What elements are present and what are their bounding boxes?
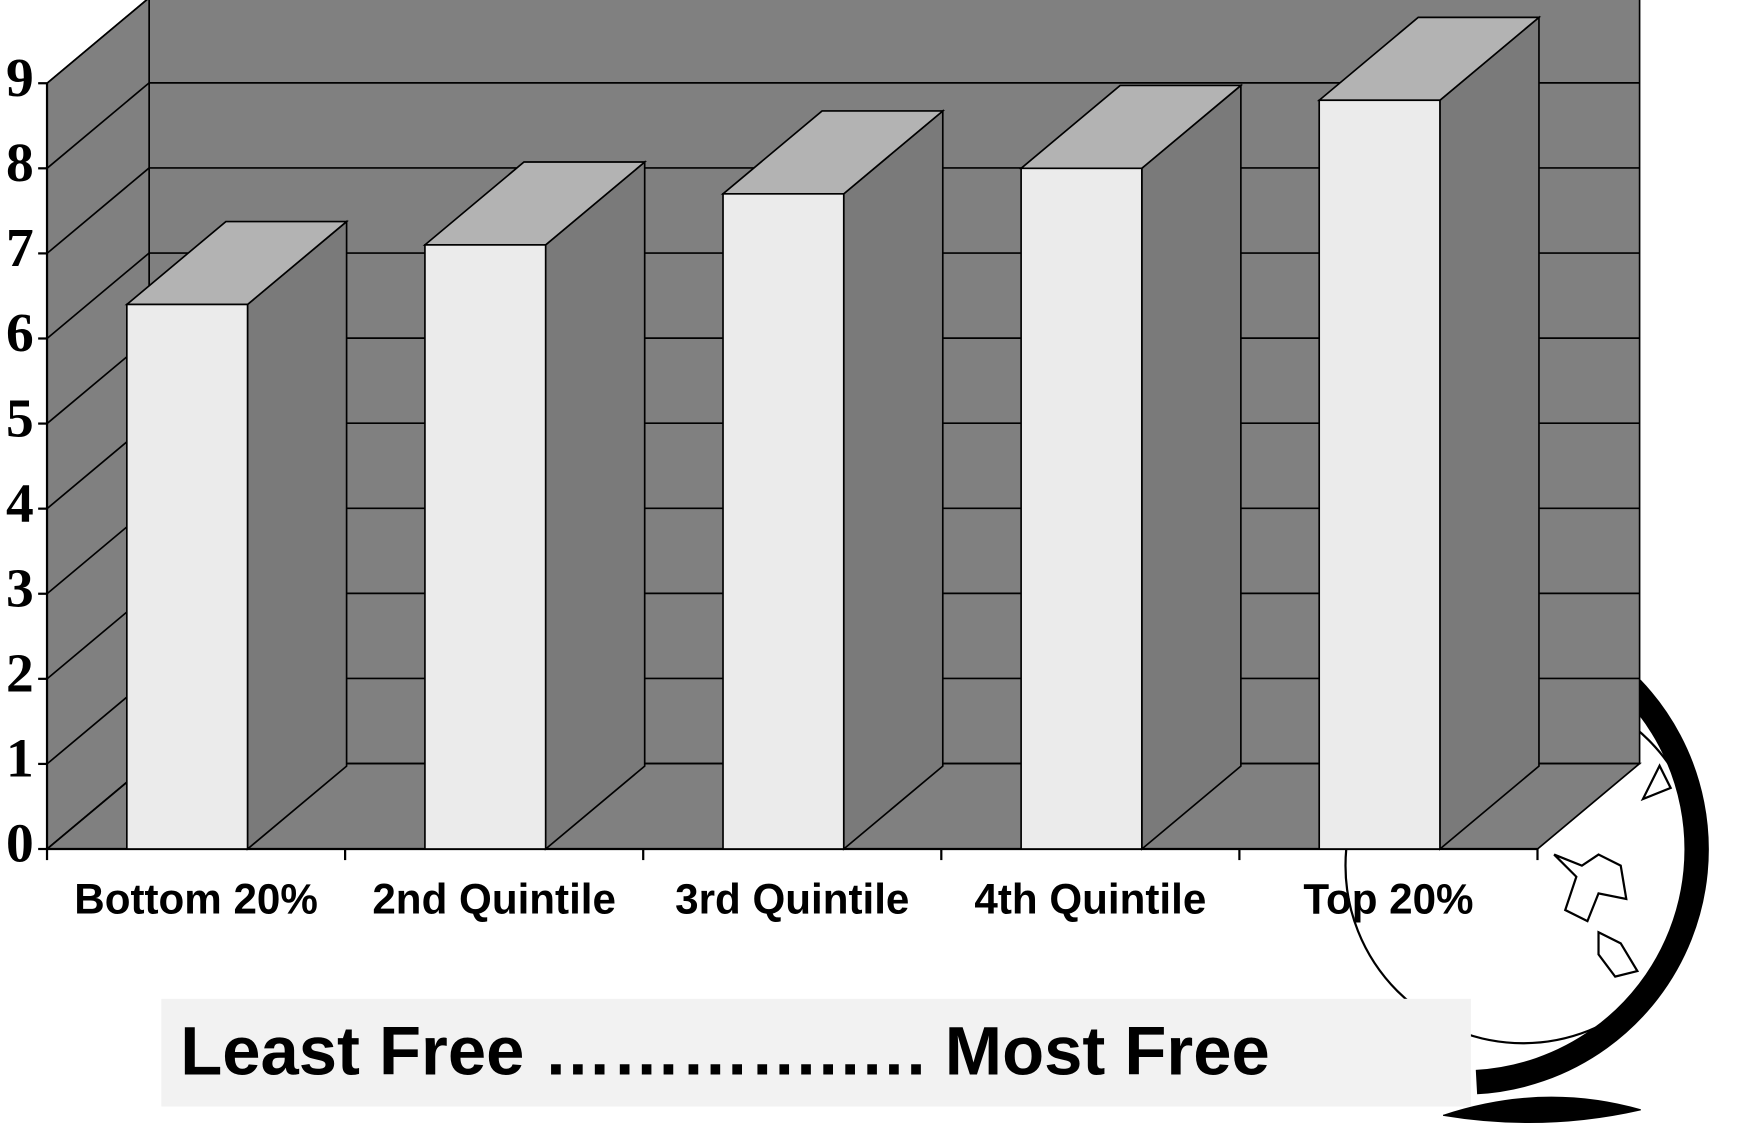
annotation: Least Free ………….…. Most Free xyxy=(180,1013,1270,1090)
globe-ring xyxy=(1475,679,1709,1095)
y-tick-label: 8 xyxy=(6,133,34,194)
y-tick-label: 2 xyxy=(6,644,34,705)
bar xyxy=(1020,167,1143,850)
x-tick-label: Bottom 20% xyxy=(74,875,318,922)
y-tick-label: 1 xyxy=(6,729,34,790)
x-tick-label: 3rd Quintile xyxy=(675,875,909,922)
bar xyxy=(722,193,845,850)
x-tick-label: Top 20% xyxy=(1303,875,1473,922)
y-tick-label: 0 xyxy=(6,814,34,875)
bar xyxy=(125,303,249,850)
grid-line xyxy=(46,167,150,255)
y-tick-label: 4 xyxy=(6,473,34,534)
y-tick-label: 9 xyxy=(6,48,34,109)
globe-base xyxy=(1442,1096,1641,1124)
y-tick-label: 3 xyxy=(6,558,34,619)
bar-side xyxy=(246,219,348,851)
x-tick-label: 4th Quintile xyxy=(974,875,1206,922)
y-tick-label: 7 xyxy=(6,218,34,279)
annotation-box xyxy=(161,998,1471,1107)
bar-side xyxy=(842,109,944,851)
bar xyxy=(424,244,547,850)
plot-area: 0 1 2 3 4 5 6 7 8 9 Bottom 20% 2nd Quintile 3rd Quin… xyxy=(6,0,1642,922)
globe-decoration xyxy=(1344,679,1709,1124)
bar-side xyxy=(1141,83,1242,851)
bar-side xyxy=(544,160,646,851)
y-tick-label: 5 xyxy=(6,388,34,449)
bar xyxy=(1318,99,1441,850)
globe-land xyxy=(1553,763,1673,978)
grid-line xyxy=(46,252,150,340)
bar-side xyxy=(1439,15,1540,851)
grid-line xyxy=(46,0,148,84)
y-tick-label: 6 xyxy=(6,303,34,364)
x-tick-label: 2nd Quintile xyxy=(372,875,616,922)
grid-line xyxy=(46,82,150,169)
